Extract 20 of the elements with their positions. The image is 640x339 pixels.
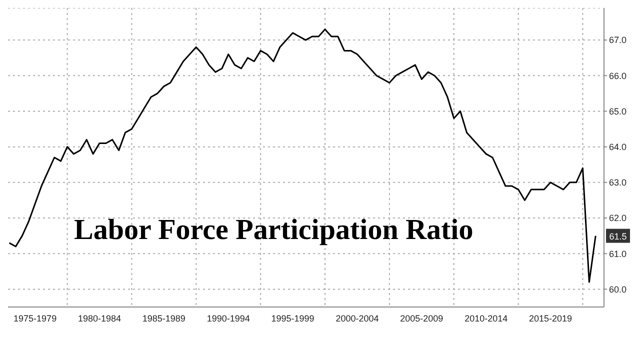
- y-tick-label: 63.0: [609, 178, 627, 188]
- x-tick-label: 1985-1989: [142, 313, 186, 324]
- y-tick-label: 64.0: [609, 142, 627, 152]
- x-tick-label: 2000-2004: [336, 313, 379, 324]
- line-series: [8, 28, 596, 283]
- annotation: 61.5: [609, 231, 627, 242]
- y-tick-label: 66.0: [609, 70, 627, 81]
- y-tick-label: 65.0: [609, 106, 627, 116]
- x-tick-label: 1990-1994: [206, 313, 250, 324]
- x-tick-label: 1975-1979: [14, 313, 57, 324]
- y-tick-label: 61.0: [609, 248, 627, 259]
- y-tick-label: 62.0: [609, 213, 627, 224]
- x-tick-label: 2015-2019: [529, 313, 572, 324]
- x-tick-label: 2010-2014: [464, 313, 508, 324]
- y-tick-label: 60.0: [609, 284, 627, 294]
- x-tick-label: 2005-2009: [400, 313, 444, 324]
- text: Labor Force Participation Ratio: [74, 214, 474, 247]
- x-tick-label: 1980-1984: [78, 313, 122, 324]
- y-tick-label: 67.0: [609, 35, 627, 46]
- x-tick-label: 1995-1999: [271, 313, 314, 324]
